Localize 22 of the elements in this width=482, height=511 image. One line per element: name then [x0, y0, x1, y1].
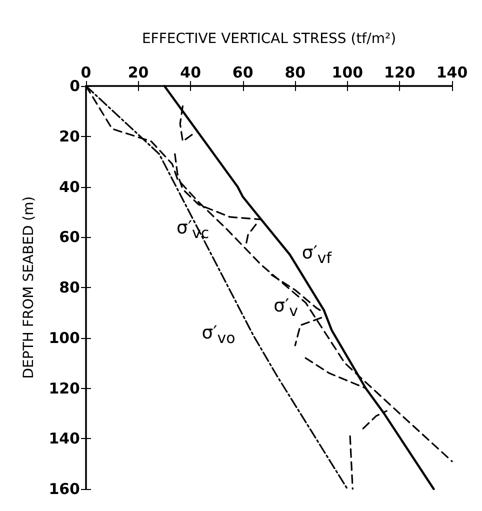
y-tick-label: 20: [59, 127, 80, 146]
y-tick-label: 80: [59, 278, 80, 296]
x-tick-label: 140: [436, 64, 468, 82]
x-tick-label: 100: [332, 64, 364, 82]
y-tick-label: 140: [48, 430, 80, 448]
y-tick-label: 40: [59, 178, 80, 196]
x-tick-label: 40: [180, 64, 202, 82]
series-label: σ′$_{vo}$: [200, 322, 236, 348]
y-tick-label: 160: [48, 480, 80, 498]
series-label: σ′$_{v}$: [272, 295, 300, 320]
y-tick-label: 0: [70, 77, 80, 95]
y-tick-label: 120: [48, 379, 80, 398]
x-tick-label: 0: [80, 64, 92, 82]
x-tick-label: 80: [284, 64, 306, 82]
y-tick-label: 100: [48, 328, 80, 347]
x-tick-label: 20: [128, 64, 149, 82]
y-axis-title: DEPTH FROM SEABED (m): [21, 196, 37, 379]
x-tick-label: 60: [232, 64, 254, 82]
x-axis-title: EFFECTIVE VERTICAL STRESS (tf/m²): [142, 31, 396, 47]
y-tick-label: 60: [59, 228, 80, 246]
x-tick-label: 120: [384, 64, 416, 82]
series-label: σ′$_{vf}$: [300, 242, 333, 267]
